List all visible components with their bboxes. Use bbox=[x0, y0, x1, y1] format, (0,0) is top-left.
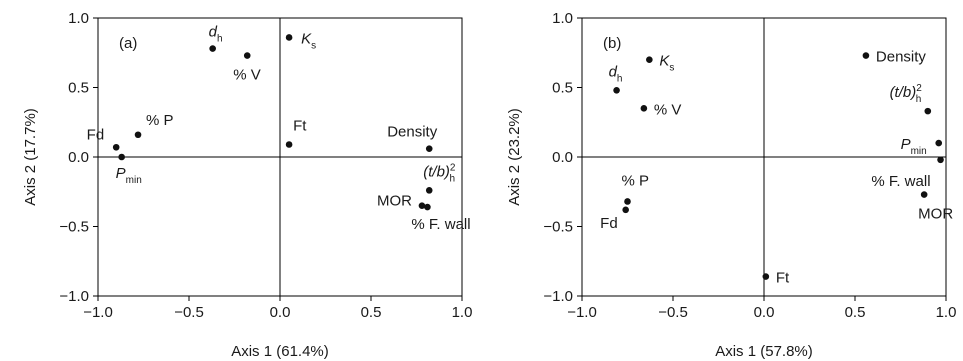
x-tick-label: 0.5 bbox=[361, 304, 382, 321]
point-label-ks: Ks bbox=[301, 30, 316, 51]
y-tick-label: −1.0 bbox=[59, 288, 89, 305]
x-tick-label: −1.0 bbox=[83, 304, 113, 321]
y-tick-label: −0.5 bbox=[59, 219, 89, 236]
point-pmin bbox=[118, 153, 125, 161]
x-tick-label: −1.0 bbox=[567, 304, 597, 321]
y-tick-label: 0.5 bbox=[68, 80, 89, 97]
point-label-ks: Ks bbox=[659, 53, 674, 74]
point-label-mor: MOR bbox=[377, 193, 412, 210]
point-mor bbox=[418, 202, 426, 209]
y-tick-label: 0.5 bbox=[552, 80, 573, 97]
y-tick-label: 0.0 bbox=[552, 149, 573, 166]
point-label-dh: dh bbox=[209, 24, 223, 45]
point-label-fd: Fd bbox=[87, 126, 105, 143]
point-dh bbox=[209, 45, 216, 52]
point-f-wall bbox=[937, 156, 944, 164]
point-label-density: Density bbox=[876, 49, 927, 66]
x-tick-label: −0.5 bbox=[658, 304, 688, 321]
point-dh bbox=[613, 86, 620, 94]
point-density bbox=[425, 145, 433, 152]
point-label-ft: Ft bbox=[776, 270, 790, 287]
point-p bbox=[624, 198, 631, 205]
x-tick-label: −0.5 bbox=[174, 304, 204, 321]
x-axis-title: Axis 1 (57.8%) bbox=[715, 343, 813, 360]
chart-panel-a: −1.0 −0.5 0.0 0.5 1.0 −1.0 −0.5 0.0 0.5 1.0 Axis 1… bbox=[22, 10, 472, 360]
point-v bbox=[640, 105, 648, 112]
point-label-f-wall: % F. wall bbox=[871, 173, 930, 190]
point-label-v: % V bbox=[233, 67, 261, 84]
point-label-pmin: Pmin bbox=[116, 165, 142, 186]
point-fd bbox=[622, 206, 629, 214]
point-ft bbox=[762, 273, 770, 280]
point-f-wall bbox=[424, 203, 431, 211]
point-label-density: Density bbox=[387, 124, 438, 141]
y-axis-title: Axis 2 (23.2%) bbox=[506, 108, 523, 206]
x-tick-label: 1.0 bbox=[452, 304, 473, 321]
point-label-p: % P bbox=[622, 172, 650, 189]
point-ks bbox=[646, 56, 653, 63]
point-label-dh: dh bbox=[609, 63, 623, 84]
x-tick-label: 0.0 bbox=[754, 304, 775, 321]
point-label-t-b-h: (t/b)2 h bbox=[890, 83, 923, 105]
point-pmin bbox=[935, 139, 943, 147]
panel-label: (b) bbox=[603, 35, 621, 52]
point-p bbox=[134, 131, 142, 139]
panel-label: (a) bbox=[119, 35, 137, 52]
point-label-mor: MOR bbox=[918, 206, 953, 223]
point-label-p: % P bbox=[146, 112, 174, 129]
y-axis-title: Axis 2 (17.7%) bbox=[22, 108, 39, 206]
point-mor bbox=[920, 191, 928, 198]
point-ft bbox=[285, 141, 293, 148]
x-tick-label: 1.0 bbox=[936, 304, 957, 321]
point-v bbox=[243, 52, 251, 59]
point-label-ft: Ft bbox=[293, 117, 307, 134]
point-label-pmin: Pmin bbox=[901, 136, 927, 157]
y-tick-label: 0.0 bbox=[68, 149, 89, 166]
point-ks bbox=[285, 34, 293, 41]
x-tick-label: 0.5 bbox=[845, 304, 866, 321]
y-tick-label: 1.0 bbox=[552, 10, 573, 27]
point-density bbox=[862, 52, 870, 59]
y-tick-label: −1.0 bbox=[543, 288, 573, 305]
x-tick-label: 0.0 bbox=[270, 304, 291, 321]
point-t-b-h bbox=[425, 187, 433, 194]
point-label-fd: Fd bbox=[600, 215, 618, 232]
point-label-t-b-h: (t/b)2 h bbox=[423, 162, 456, 184]
point-fd bbox=[112, 143, 120, 151]
point-t-b-h bbox=[924, 107, 932, 115]
y-tick-label: 1.0 bbox=[68, 10, 89, 27]
x-axis-title: Axis 1 (61.4%) bbox=[231, 343, 329, 360]
chart-panel-b: −1.0 −0.5 0.0 0.5 1.0 −1.0 −0.5 0.0 0.5 1.0 Axis 1… bbox=[506, 10, 956, 360]
point-label-f-wall: % F. wall bbox=[411, 216, 470, 233]
y-tick-label: −0.5 bbox=[543, 219, 573, 236]
point-label-v: % V bbox=[654, 101, 682, 118]
